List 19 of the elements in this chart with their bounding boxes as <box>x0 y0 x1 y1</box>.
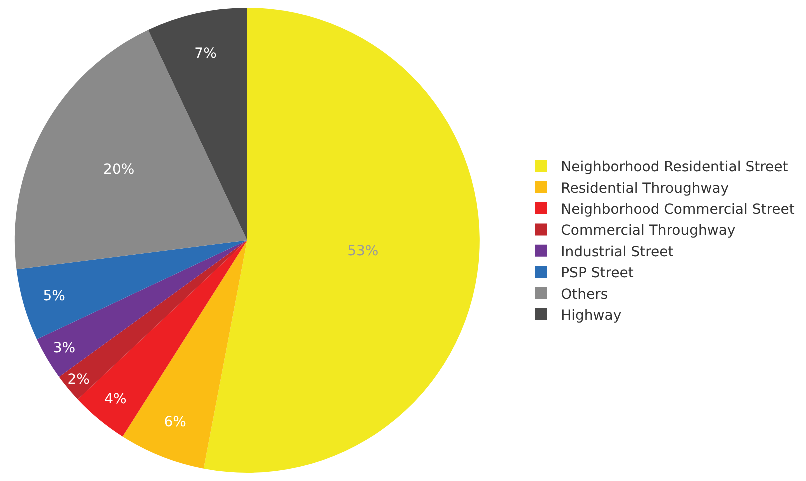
legend-label: PSP Street <box>561 266 634 282</box>
data-label: 7% <box>194 46 217 62</box>
legend-label: Highway <box>561 308 622 324</box>
legend-label: Others <box>561 286 608 303</box>
data-label: 6% <box>164 414 186 431</box>
pie-slice <box>16 240 248 340</box>
legend-label: Residential Throughway <box>561 180 730 197</box>
data-label: 3% <box>53 340 76 357</box>
data-label: 20% <box>104 162 135 178</box>
legend-label: Industrial Street <box>561 244 674 260</box>
data-label: 53% <box>348 243 379 260</box>
legend-label: Neighborhood Residential Street <box>561 160 789 176</box>
pie-slice <box>148 8 248 240</box>
pie-slice <box>14 30 248 270</box>
data-label: 4% <box>104 392 127 408</box>
legend-label: Neighborhood Commercial Street <box>561 202 796 218</box>
data-label: 2% <box>68 372 90 388</box>
data-label: 5% <box>43 288 66 305</box>
legend-label: Commercial Throughway <box>561 223 736 240</box>
